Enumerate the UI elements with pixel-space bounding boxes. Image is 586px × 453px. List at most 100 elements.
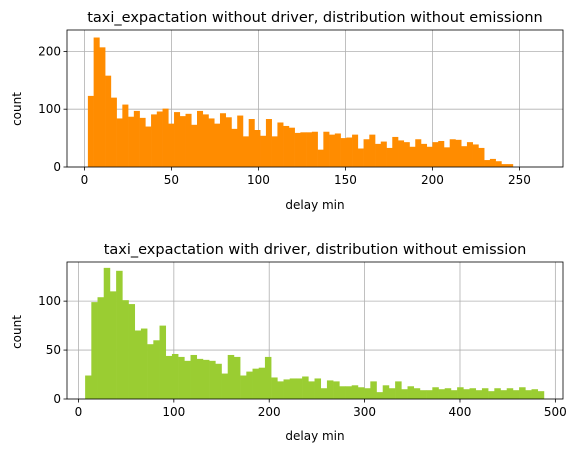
chart-bottom-bar [116,270,123,399]
chart-bottom-bar [531,389,539,399]
chart-bottom-bar [475,390,483,399]
chart-top-yticks: 0 100 200 [38,44,67,174]
chart-top-bar [466,142,473,167]
chart-top-xtick-label: 100 [247,173,270,187]
chart-top-bar [248,119,255,167]
chart-top-bar [363,139,370,167]
chart-top-bar [168,123,175,167]
chart-top-bar [128,116,135,167]
chart-bottom-bar [537,391,545,399]
chart-bottom-bar [407,386,415,399]
chart-bottom-bar [481,388,489,399]
chart-top-bar [352,134,359,167]
chart-top-bar [340,138,347,167]
chart-top-bar [386,147,393,167]
chart-top-bar [294,132,301,167]
chart-top-bar [369,134,376,167]
chart-top-bar [185,113,192,167]
chart-top-bar [208,118,215,167]
chart-top-frame [66,29,564,168]
chart-bottom-bar [370,381,377,399]
chart-top-xtick-label: 50 [164,173,179,187]
chart-bottom-bars [85,267,545,399]
chart-top-xtick-label: 0 [81,173,89,187]
chart-bottom-bar [277,381,284,399]
chart-top-bar [283,125,290,167]
chart-top-bar [116,118,123,167]
chart-top-bar [277,122,284,167]
chart-top-bar [501,164,508,167]
chart-top-bar [260,135,267,167]
chart-top-bar [219,113,227,167]
chart-top-bar [179,116,186,167]
chart-bottom-bar [395,381,402,399]
chart-top-bar [225,117,232,167]
chart-top-bar [346,137,353,167]
chart-bottom-xtick-label: 0 [75,405,83,419]
chart-bottom-bar [109,291,117,399]
chart-bottom-bar [159,325,167,399]
chart-bottom-bar [401,389,408,399]
chart-top-bar [375,143,382,167]
chart-top-bar [329,134,336,167]
chart-bottom-bar [227,354,235,399]
chart-top-bar [87,95,94,167]
chart-top-bar [105,75,112,167]
chart-top-bar [472,144,479,167]
chart-bottom-bar [190,354,198,399]
chart-bottom-xticks: 0 100 200 300 400 500 [75,399,567,419]
chart-bottom-bar [351,385,359,399]
chart-top-xtick-label: 200 [421,173,444,187]
chart-top-bar [202,114,209,167]
chart-top-ytick-label: 100 [38,102,61,116]
chart-bottom-bar [221,373,229,399]
chart-top-bar [432,142,439,167]
chart-top-bar [93,37,100,167]
chart-bottom-bar [91,302,98,399]
chart-top-bar [288,127,295,167]
chart-bottom-bar [215,363,222,399]
chart-bottom-bar [364,388,371,399]
chart-bottom-bar [500,390,508,399]
chart-bottom-bar [258,367,266,399]
chart-bottom: taxi_expactation with driver, distributi… [10,242,567,443]
chart-top-bar [317,149,324,167]
chart-bottom-bar [488,391,495,399]
chart-bottom-bar [184,360,191,399]
chart-top-bar [461,146,468,167]
chart-bottom-bar [444,388,452,399]
chart-top-bar [334,133,341,167]
chart-top-bar [254,130,261,167]
chart-top-bar [133,110,140,167]
chart-bottom-bar [419,390,427,399]
chart-top-bar [271,136,278,167]
chart-top-bar [507,164,514,167]
chart-bottom-frame [66,261,564,400]
chart-top-bar [110,97,117,167]
chart-bottom-bar [209,360,216,399]
chart-top-bar [306,132,313,167]
chart-top-xticks: 0 50 100 150 200 250 [81,167,531,187]
chart-bottom-bar [339,386,346,399]
chart-bottom-bar [128,304,136,399]
chart-top-bar [415,139,422,167]
chart-bottom-bar [494,388,501,399]
chart-bottom-bar [413,388,421,399]
chart-top-bar [145,126,152,167]
chart-top-ytick-label: 200 [38,44,61,58]
chart-top-bar [197,110,204,167]
chart-bottom-xtick-label: 400 [449,405,472,419]
chart-bottom-bar [246,371,253,399]
chart-bottom-bar [103,267,111,399]
chart-bottom-ytick-label: 50 [46,343,61,357]
chart-top-bar [357,148,364,167]
chart-bottom-bar [450,390,458,399]
chart-top-bar [455,139,462,167]
chart-bottom-bar [302,376,309,399]
chart-bottom-bar [122,300,129,399]
chart-bottom-bar [357,387,365,399]
chart-top-bar [99,47,106,167]
chart-top-bar [495,161,502,167]
chart-bottom-bar [345,386,353,399]
chart-bottom-bar [506,388,514,399]
